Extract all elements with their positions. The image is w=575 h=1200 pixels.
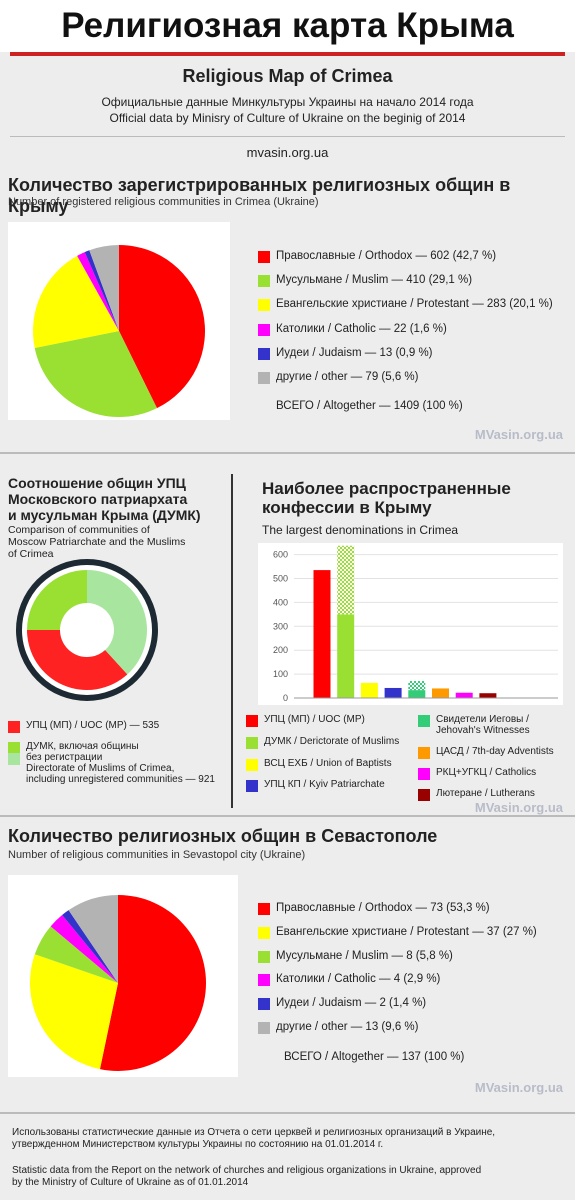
legend-swatch [246,715,258,727]
bar [455,692,473,698]
footer-note: Использованы статистические данные из От… [12,1127,496,1150]
legend-swatch [8,721,20,733]
legend-swatch [258,903,270,915]
legend-label: другие / other — 79 (5,6 %) [276,371,419,383]
legend-label: Евангельские христиане / Protestant — 28… [276,298,553,311]
legend-swatch [258,275,270,288]
chart-panel [8,875,238,1077]
divider [0,1112,575,1114]
divider [0,815,575,817]
title-rule [10,52,565,56]
legend-label: ДУМК / Derictorate of Muslims [264,736,400,747]
donut-segment [27,570,87,630]
legend-label: Иудеи / Judaism — 2 (1,4 %) [276,997,427,1010]
legend-swatch [258,251,270,263]
total-label: ВСЕГО / Altogether — 137 (100 %) [284,1051,465,1063]
legend-swatch [246,737,258,749]
y-tick-label: 500 [273,573,288,583]
y-tick-label: 100 [273,669,288,679]
legend-swatch [418,789,430,801]
watermark: MVasin.org.ua [474,800,563,815]
legend-swatch [258,950,270,963]
bar [360,682,378,698]
note: Официальные данные Минкультуры Украины н… [101,95,474,109]
legend-swatch [258,998,270,1011]
legend-label: ДУМК, включая общины [26,741,139,752]
legend-swatch [258,347,270,360]
legend-swatch [8,742,20,754]
bar [408,681,426,691]
legend-label: Православные / Orthodox — 602 (42,7 %) [276,250,497,262]
legend-swatch [258,926,270,939]
divider [0,452,575,454]
donut-segment [87,570,147,675]
legend-swatch [8,753,20,765]
bar [479,693,497,698]
legend-swatch [246,759,258,771]
donut-ring [16,559,158,701]
legend-swatch [258,299,270,312]
legend-label: Свидетели Иеговы / Jehovah's Witnesses [436,714,530,736]
legend-label: РКЦ+УГКЦ / Catholics [436,767,537,778]
section-subtitle: Comparison of communities of Moscow Patr… [8,524,186,560]
note: Official data by Minisry of Culture of U… [109,111,466,125]
y-tick-label: 0 [283,693,288,703]
y-tick-label: 200 [273,645,288,655]
y-tick-label: 300 [273,621,288,631]
header-band [0,0,575,52]
divider [231,474,233,808]
legend-swatch [418,715,430,727]
legend-label: Мусульмане / Muslim — 8 (5,8 %) [276,949,453,962]
legend-swatch [246,780,258,792]
legend-label: Евангельские христиане / Protestant — 37… [276,925,537,938]
bar [384,687,402,698]
legend-swatch [258,1022,270,1034]
chart-panel [8,222,230,420]
legend-swatch [418,768,430,780]
divider [10,136,565,137]
chart-panel [258,543,563,705]
section-title: Наиболее распространенные конфессии в Кр… [262,479,511,517]
legend-label: УПЦ КП / Kyiv Patriarchate [264,779,385,790]
legend-label: Православные / Orthodox — 73 (53,3 %) [276,902,490,914]
site-link: mvasin.org.ua [246,145,329,160]
legend-label: Католики / Catholic — 4 (2,9 %) [276,973,441,986]
legend-swatch [258,372,270,384]
section-subtitle: Number of religious communities in Sevas… [8,849,306,861]
legend-label: другие / other — 13 (9,6 %) [276,1021,419,1033]
footer-note: Statistic data from the Report on the ne… [12,1165,482,1188]
legend-swatch [418,747,430,759]
legend-label: ВСЦ ЕХБ / Union of Baptists [264,758,392,769]
legend-label: УПЦ (МП) / UOC (MP) — 535 [26,720,160,731]
bar [337,545,355,615]
legend-swatch [258,323,270,336]
y-tick-label: 600 [273,550,288,560]
bar [432,688,449,698]
legend-label: Мусульмане / Muslim — 410 (29,1 %) [276,274,473,287]
watermark: MVasin.org.ua [474,427,563,442]
bar [313,570,331,698]
legend-swatch [258,974,270,987]
page-title: Религиозная карта Крыма [61,6,514,45]
y-tick-label: 400 [273,597,288,607]
legend-label: ЦАСД / 7th-day Adventists [436,746,554,757]
bar [408,690,426,698]
page-subtitle: Religious Map of Crimea [182,66,393,86]
legend-label: Иудеи / Judaism — 13 (0,9 %) [276,346,433,359]
legend-label: Лютеране / Lutherans [436,788,535,799]
total-label: ВСЕГО / Altogether — 1409 (100 %) [276,400,463,412]
section-title: Количество религиозных общин в Севастопо… [8,826,438,846]
section-subtitle: Number of registered religious communiti… [8,196,319,208]
watermark: MVasin.org.ua [474,1080,563,1095]
donut-segment [27,630,128,690]
section-subtitle: The largest denominations in Crimea [262,523,459,537]
bar [337,614,355,698]
legend-label: Католики / Catholic — 22 (1,6 %) [276,322,447,335]
legend-label: УПЦ (МП) / UOC (MP) [264,714,365,725]
chart: 0 100 200 300 400 500 600 [273,545,558,703]
section-title: Количество зарегистрированных религиозны… [8,175,511,216]
section-title: Соотношение общин УПЦ Московского патриа… [8,475,201,523]
legend-label: без регистрации Directorate of Muslims o… [26,752,215,785]
